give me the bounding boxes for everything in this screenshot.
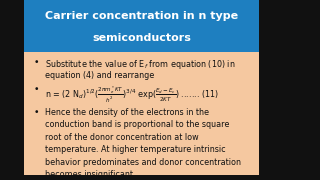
- Text: semiconductors: semiconductors: [92, 33, 191, 43]
- Bar: [24, 0, 259, 52]
- Text: •: •: [33, 108, 39, 117]
- Text: n = (2 N$_d$)$^{1/2}$($\frac{2\pi m_e^*KT}{h^2}$)$^{3/4}$ exp($\frac{E_d-E_c}{2K: n = (2 N$_d$)$^{1/2}$($\frac{2\pi m_e^*K…: [45, 85, 219, 105]
- Text: Carrier concentration in n type: Carrier concentration in n type: [45, 11, 238, 21]
- Text: •: •: [33, 85, 39, 94]
- Text: Substitute the value of E$_f$ from equation (10) in: Substitute the value of E$_f$ from equat…: [45, 58, 236, 71]
- Text: becomes insignificant.: becomes insignificant.: [45, 170, 136, 179]
- Text: conduction band is proportional to the square: conduction band is proportional to the s…: [45, 120, 229, 129]
- Text: root of the donor concentration at low: root of the donor concentration at low: [45, 133, 199, 142]
- Text: equation (4) and rearrange: equation (4) and rearrange: [45, 71, 155, 80]
- Text: temperature. At higher temperature intrinsic: temperature. At higher temperature intri…: [45, 145, 226, 154]
- Text: •: •: [33, 58, 39, 68]
- Text: Hence the density of the electrons in the: Hence the density of the electrons in th…: [45, 108, 209, 117]
- Text: behavior predominates and donor concentration: behavior predominates and donor concentr…: [45, 158, 241, 167]
